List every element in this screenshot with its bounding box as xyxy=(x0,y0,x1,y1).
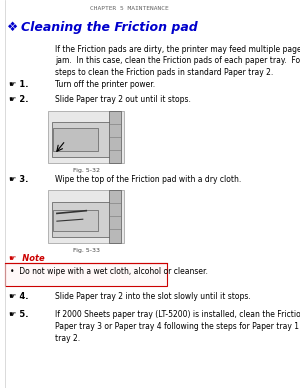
Bar xyxy=(52,122,110,157)
Text: If the Friction pads are dirty, the printer may feed multiple pages or paper
jam: If the Friction pads are dirty, the prin… xyxy=(55,45,300,77)
Text: •  Do not wipe with a wet cloth, alcohol or cleanser.: • Do not wipe with a wet cloth, alcohol … xyxy=(10,267,208,275)
Bar xyxy=(48,111,124,163)
Text: Cleaning the Friction pad: Cleaning the Friction pad xyxy=(21,21,197,35)
Text: CHAPTER 5 MAINTENANCE: CHAPTER 5 MAINTENANCE xyxy=(90,6,169,11)
Text: ❖: ❖ xyxy=(7,21,18,35)
Bar xyxy=(52,202,110,237)
Text: Slide Paper tray 2 out until it stops.: Slide Paper tray 2 out until it stops. xyxy=(55,95,191,104)
Bar xyxy=(48,190,124,242)
Bar xyxy=(5,263,167,286)
Bar xyxy=(53,210,98,231)
Bar xyxy=(109,190,121,242)
Text: ☛ 5.: ☛ 5. xyxy=(9,310,28,319)
Bar xyxy=(53,128,98,151)
Text: Wipe the top of the Friction pad with a dry cloth.: Wipe the top of the Friction pad with a … xyxy=(55,175,242,184)
Text: ☛ 3.: ☛ 3. xyxy=(9,175,28,184)
Text: Fig. 5-32: Fig. 5-32 xyxy=(73,168,100,173)
Text: ☛ 1.: ☛ 1. xyxy=(9,80,28,88)
Text: Slide Paper tray 2 into the slot slowly until it stops.: Slide Paper tray 2 into the slot slowly … xyxy=(55,292,251,301)
Text: ☛  Note: ☛ Note xyxy=(9,254,44,263)
Text: ☛ 2.: ☛ 2. xyxy=(9,95,28,104)
Text: ☛ 4.: ☛ 4. xyxy=(9,292,28,301)
Text: If 2000 Sheets paper tray (LT-5200) is installed, clean the Friction pads of
Pap: If 2000 Sheets paper tray (LT-5200) is i… xyxy=(55,310,300,343)
Text: Turn off the printer power.: Turn off the printer power. xyxy=(55,80,155,88)
Text: Fig. 5-33: Fig. 5-33 xyxy=(73,248,100,253)
Bar xyxy=(109,111,121,163)
